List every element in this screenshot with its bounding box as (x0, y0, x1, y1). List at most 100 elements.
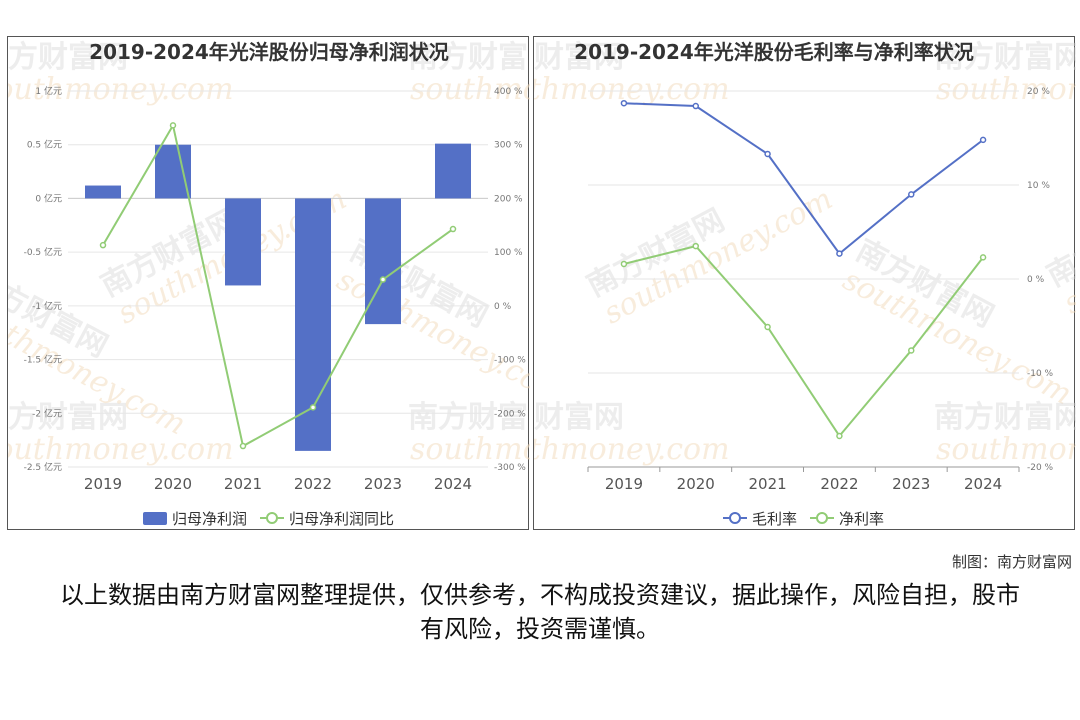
chart-title: 2019-2024年光洋股份毛利率与净利率状况 (574, 40, 974, 64)
legend-line-marker (816, 512, 828, 524)
net-profit-chart-panel: 南方财富网southmoney.com南方财富网southmoney.com南方… (7, 36, 530, 530)
watermark-en: southmoney.com (8, 72, 234, 107)
x-tick-label: 2024 (434, 475, 472, 493)
series-line (623, 102, 984, 256)
margin-chart-panel: 南方财富网southmoney.com南方财富网southmoney.com南方… (533, 36, 1076, 530)
line-point (908, 347, 915, 354)
x-tick-label: 2020 (677, 475, 715, 493)
bar (365, 198, 401, 325)
line-point (99, 241, 107, 249)
line-point (764, 323, 771, 331)
watermark-en: southmoney.com (936, 72, 1076, 107)
watermark-en: southmoney.com (8, 432, 234, 467)
y-right-tick-label: 200 % (494, 194, 523, 204)
y-left-tick-label: -1.5 亿元 (24, 354, 62, 366)
legend-label: 归母净利润 (172, 510, 247, 528)
x-tick-label: 2019 (605, 475, 643, 493)
y-left-tick-label: 0 亿元 (35, 192, 62, 204)
chart-credit: 制图：南方财富网 (951, 553, 1072, 571)
line-point (620, 99, 628, 107)
line-point (979, 136, 987, 144)
bar (85, 185, 121, 199)
watermark-cn: 南方财富网 (8, 40, 128, 75)
x-tick-label: 2023 (364, 475, 402, 493)
watermark-cn: 南方财富网 (934, 400, 1076, 435)
legend-label: 归母净利润同比 (289, 510, 394, 528)
x-tick-label: 2022 (820, 475, 858, 493)
net-profit-chart: 南方财富网southmoney.com南方财富网southmoney.com南方… (8, 40, 530, 528)
line-point (764, 150, 771, 158)
line-point (836, 432, 843, 440)
x-tick-label: 2019 (84, 475, 122, 493)
legend-bar-swatch (143, 512, 167, 525)
watermark-cn: 南方财富网 (534, 400, 624, 435)
y-right-tick-label: 20 % (1027, 87, 1050, 97)
y-right-tick-label: -300 % (494, 463, 526, 473)
y-right-tick-label: 300 % (494, 141, 523, 151)
watermark-en: southmoney.com (936, 432, 1076, 467)
watermark-en: southmoney.com (410, 72, 530, 107)
line-point (620, 260, 628, 268)
bar (225, 198, 261, 286)
y-left-tick-label: 1 亿元 (35, 85, 62, 97)
y-left-tick-label: -2 亿元 (32, 407, 62, 419)
disclaimer-text: 以上数据由南方财富网整理提供，仅供参考，不构成投资建议，据此操作，风险自担，股市… (60, 581, 1020, 643)
watermark-cn: 南方财富网 (408, 40, 530, 75)
x-tick-label: 2023 (892, 475, 930, 493)
bar (295, 198, 331, 451)
watermark-en: southmoney.com (410, 432, 530, 467)
margin-chart: 南方财富网southmoney.com南方财富网southmoney.com南方… (534, 40, 1076, 528)
watermark-cn: 南方财富网 (8, 400, 128, 435)
line-point (692, 242, 699, 250)
watermark-en: southmoney.com (534, 432, 730, 467)
y-right-tick-label: 0 % (1027, 275, 1045, 285)
series-line (102, 122, 454, 448)
x-tick-label: 2024 (964, 475, 1002, 493)
watermark-cn: 南方财富网 (408, 400, 530, 435)
y-left-tick-label: -2.5 亿元 (24, 461, 62, 473)
bar (435, 143, 471, 199)
y-right-tick-label: 100 % (494, 248, 523, 258)
watermark-en: southmoney.com (534, 72, 730, 107)
watermark-cn: 南方财富网 (934, 40, 1076, 75)
line-point (449, 225, 457, 233)
legend-line-marker (266, 512, 278, 524)
y-right-tick-label: -20 % (1027, 463, 1054, 473)
y-left-tick-label: -0.5 亿元 (24, 246, 62, 258)
y-right-tick-label: 400 % (494, 87, 523, 97)
line-point (309, 404, 317, 411)
x-tick-label: 2021 (748, 475, 786, 493)
series-line (623, 244, 984, 438)
y-right-tick-label: 10 % (1027, 181, 1050, 191)
y-right-tick-label: -100 % (494, 356, 526, 366)
y-left-tick-label: -1 亿元 (32, 300, 62, 312)
y-right-tick-label: 0 % (494, 302, 512, 312)
line-point (692, 102, 699, 110)
x-tick-label: 2021 (224, 475, 262, 493)
x-tick-label: 2022 (294, 475, 332, 493)
bar (155, 144, 191, 199)
line-point (979, 254, 987, 261)
y-right-tick-label: -200 % (494, 409, 526, 419)
y-right-tick-label: -10 % (1027, 369, 1054, 379)
x-tick-label: 2020 (154, 475, 192, 493)
line-point (239, 442, 247, 450)
y-left-tick-label: 0.5 亿元 (27, 139, 62, 151)
line-point (379, 276, 387, 283)
legend-line-marker (729, 512, 741, 524)
line-point (908, 191, 915, 198)
watermark-cn: 南方财富网 (1041, 193, 1076, 294)
watermark-cn: 南方财富网 (534, 40, 624, 75)
legend-label: 净利率 (839, 510, 884, 528)
